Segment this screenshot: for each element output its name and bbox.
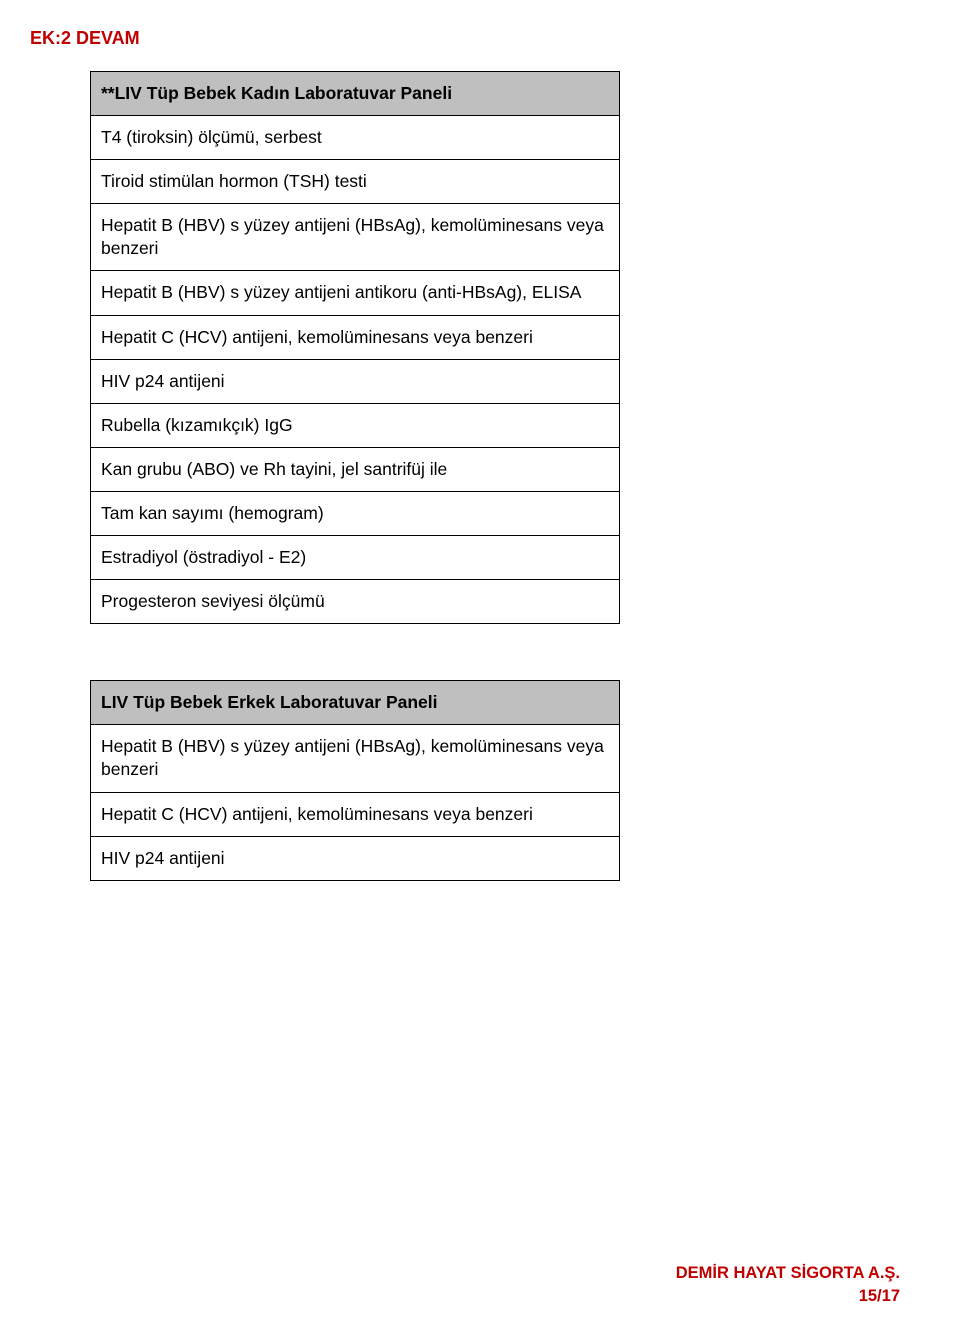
table-row: HIV p24 antijeni: [91, 359, 620, 403]
table-row: HIV p24 antijeni: [91, 836, 620, 880]
table-row: Rubella (kızamıkçık) IgG: [91, 403, 620, 447]
table1-cell: Rubella (kızamıkçık) IgG: [91, 403, 620, 447]
table1-wrap: **LIV Tüp Bebek Kadın Laboratuvar Paneli…: [90, 71, 900, 624]
table-row: Kan grubu (ABO) ve Rh tayini, jel santri…: [91, 447, 620, 491]
page-container: EK:2 DEVAM **LIV Tüp Bebek Kadın Laborat…: [0, 0, 960, 1333]
table-row: Hepatit C (HCV) antijeni, kemolüminesans…: [91, 315, 620, 359]
table1: **LIV Tüp Bebek Kadın Laboratuvar Paneli…: [90, 71, 620, 624]
table2-cell: Hepatit B (HBV) s yüzey antijeni (HBsAg)…: [91, 725, 620, 792]
table-row: Tam kan sayımı (hemogram): [91, 491, 620, 535]
table1-title: **LIV Tüp Bebek Kadın Laboratuvar Paneli: [91, 72, 620, 116]
table1-cell: HIV p24 antijeni: [91, 359, 620, 403]
table1-cell: Tam kan sayımı (hemogram): [91, 491, 620, 535]
table2-wrap: LIV Tüp Bebek Erkek Laboratuvar Paneli H…: [90, 680, 900, 880]
table-row: T4 (tiroksin) ölçümü, serbest: [91, 116, 620, 160]
table1-cell: Progesteron seviyesi ölçümü: [91, 580, 620, 624]
table1-cell: Tiroid stimülan hormon (TSH) testi: [91, 160, 620, 204]
table-row: Hepatit C (HCV) antijeni, kemolüminesans…: [91, 792, 620, 836]
table-row: LIV Tüp Bebek Erkek Laboratuvar Paneli: [91, 681, 620, 725]
table1-cell: T4 (tiroksin) ölçümü, serbest: [91, 116, 620, 160]
table2-title: LIV Tüp Bebek Erkek Laboratuvar Paneli: [91, 681, 620, 725]
table1-cell: Hepatit C (HCV) antijeni, kemolüminesans…: [91, 315, 620, 359]
table-row: Estradiyol (östradiyol - E2): [91, 536, 620, 580]
table1-cell: Hepatit B (HBV) s yüzey antijeni antikor…: [91, 271, 620, 315]
table2-cell: HIV p24 antijeni: [91, 836, 620, 880]
table2-cell: Hepatit C (HCV) antijeni, kemolüminesans…: [91, 792, 620, 836]
page-footer: DEMİR HAYAT SİGORTA A.Ş. 15/17: [676, 1262, 900, 1307]
footer-page-number: 15/17: [676, 1285, 900, 1307]
table1-cell: Kan grubu (ABO) ve Rh tayini, jel santri…: [91, 447, 620, 491]
table-row: **LIV Tüp Bebek Kadın Laboratuvar Paneli: [91, 72, 620, 116]
table-row: Tiroid stimülan hormon (TSH) testi: [91, 160, 620, 204]
table-row: Progesteron seviyesi ölçümü: [91, 580, 620, 624]
table-row: Hepatit B (HBV) s yüzey antijeni antikor…: [91, 271, 620, 315]
table2: LIV Tüp Bebek Erkek Laboratuvar Paneli H…: [90, 680, 620, 880]
footer-company: DEMİR HAYAT SİGORTA A.Ş.: [676, 1262, 900, 1284]
table1-cell: Estradiyol (östradiyol - E2): [91, 536, 620, 580]
table-row: Hepatit B (HBV) s yüzey antijeni (HBsAg)…: [91, 725, 620, 792]
table-row: Hepatit B (HBV) s yüzey antijeni (HBsAg)…: [91, 204, 620, 271]
table1-cell: Hepatit B (HBV) s yüzey antijeni (HBsAg)…: [91, 204, 620, 271]
page-header: EK:2 DEVAM: [30, 28, 900, 49]
